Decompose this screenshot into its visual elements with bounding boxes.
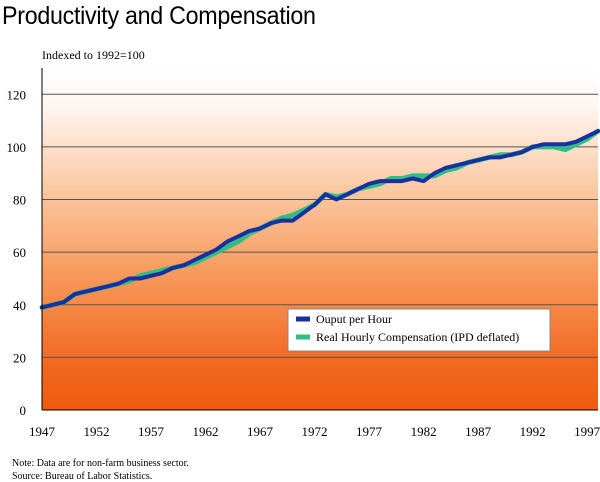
x-tick-label: 1957 (138, 424, 165, 439)
y-tick-label: 100 (7, 140, 27, 155)
x-tick-label: 1982 (411, 424, 437, 439)
y-tick-label: 0 (20, 403, 27, 418)
x-tick-label: 1972 (302, 424, 328, 439)
chart-title: Productivity and Compensation (2, 2, 316, 30)
x-tick-label: 1992 (520, 424, 546, 439)
x-tick-label: 1962 (193, 424, 219, 439)
plot-background (42, 68, 598, 410)
y-tick-label: 60 (13, 245, 26, 260)
x-tick-label: 1952 (84, 424, 110, 439)
legend-label-output: Ouput per Hour (316, 312, 392, 326)
legend: Ouput per Hour Real Hourly Compensation … (287, 308, 551, 352)
y-tick-label: 20 (13, 350, 26, 365)
note-source: Source: Bureau of Labor Statistics. (12, 471, 153, 482)
x-tick-label: 1947 (29, 424, 56, 439)
series-line-0 (40, 129, 600, 310)
legend-label-compensation: Real Hourly Compensation (IPD deflated) (316, 330, 519, 344)
x-tick-label: 1967 (247, 424, 274, 439)
x-tick-label: 1987 (465, 424, 492, 439)
note-sector: Note: Data are for non-farm business sec… (12, 458, 189, 469)
y-tick-label: 40 (13, 298, 26, 313)
y-axis-label: Indexed to 1992=100 (42, 48, 145, 62)
legend-box (287, 308, 551, 352)
y-tick-label: 120 (7, 87, 27, 102)
x-tick-label: 1997 (574, 424, 600, 439)
x-tick-label: 1977 (356, 424, 383, 439)
y-tick-label: 80 (13, 193, 26, 208)
